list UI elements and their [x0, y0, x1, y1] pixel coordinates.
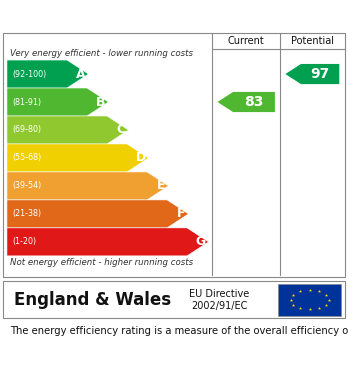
Text: E: E: [157, 179, 166, 192]
Text: 83: 83: [244, 95, 264, 109]
Polygon shape: [7, 228, 208, 256]
Text: (81-91): (81-91): [12, 97, 41, 106]
Polygon shape: [7, 200, 189, 228]
Text: (69-80): (69-80): [12, 126, 41, 135]
Text: B: B: [96, 95, 106, 109]
Text: D: D: [135, 151, 146, 165]
Text: EU Directive
2002/91/EC: EU Directive 2002/91/EC: [189, 289, 250, 310]
Polygon shape: [7, 144, 149, 172]
Polygon shape: [7, 172, 168, 200]
Text: Energy Efficiency Rating: Energy Efficiency Rating: [14, 7, 235, 23]
Text: England & Wales: England & Wales: [14, 291, 171, 309]
Text: (55-68): (55-68): [12, 153, 41, 162]
Text: (1-20): (1-20): [12, 237, 36, 246]
Text: (92-100): (92-100): [12, 70, 46, 79]
Text: Potential: Potential: [291, 36, 334, 46]
Text: A: A: [76, 68, 86, 81]
Text: 97: 97: [310, 67, 330, 81]
Text: Current: Current: [228, 36, 264, 46]
Text: F: F: [177, 207, 186, 221]
Polygon shape: [7, 60, 88, 88]
Polygon shape: [7, 116, 128, 144]
Text: G: G: [196, 235, 206, 248]
Polygon shape: [285, 64, 339, 84]
Text: Not energy efficient - higher running costs: Not energy efficient - higher running co…: [10, 258, 193, 267]
Text: (39-54): (39-54): [12, 181, 41, 190]
Text: Very energy efficient - lower running costs: Very energy efficient - lower running co…: [10, 49, 193, 58]
Text: The energy efficiency rating is a measure of the overall efficiency of a home. T: The energy efficiency rating is a measur…: [10, 326, 348, 335]
Polygon shape: [7, 88, 109, 116]
Text: C: C: [117, 124, 126, 136]
Bar: [278, 283, 341, 316]
Text: (21-38): (21-38): [12, 210, 41, 219]
Polygon shape: [218, 92, 275, 112]
